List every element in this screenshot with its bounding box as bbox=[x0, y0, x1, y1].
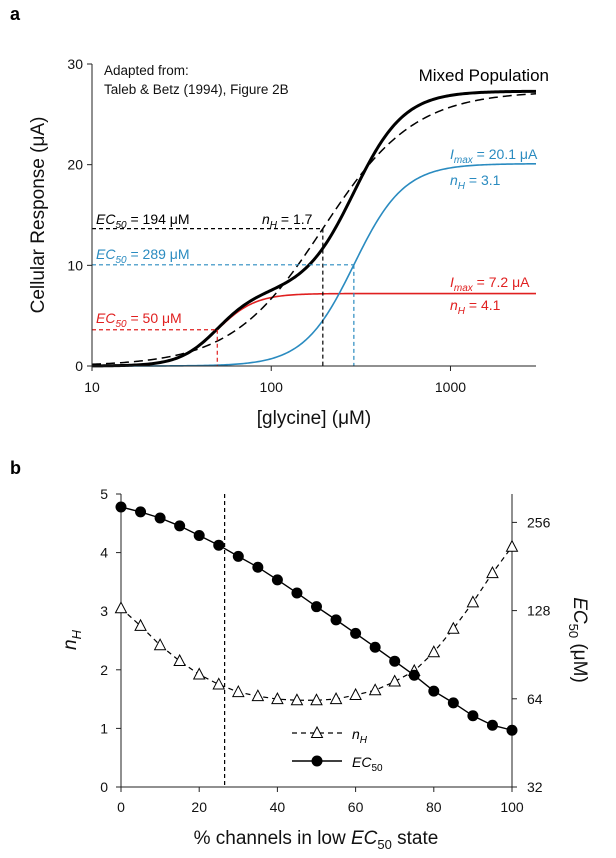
nh-point bbox=[466, 595, 480, 608]
legend-nh-label: nH bbox=[352, 726, 368, 746]
nh-point bbox=[349, 687, 362, 700]
right-y-tick-label: 32 bbox=[527, 779, 543, 795]
ec50-point bbox=[447, 697, 459, 709]
x-tick-label: 20 bbox=[191, 799, 207, 815]
right-y-axis-title: EC50 (μM) bbox=[566, 597, 590, 683]
ec50-point bbox=[232, 550, 244, 562]
right-y-tick-label: 256 bbox=[527, 514, 551, 530]
nh-point bbox=[310, 693, 323, 706]
blue-imax-label: Imax = 20.1 μA bbox=[450, 146, 538, 166]
nh-point bbox=[368, 683, 382, 696]
blue-ec50-label: EC50 = 289 μM bbox=[96, 246, 190, 266]
x-tick-label: 100 bbox=[260, 379, 284, 395]
x-tick-label: 60 bbox=[348, 799, 364, 815]
nh-point bbox=[427, 645, 441, 658]
source-note-line-1: Adapted from: bbox=[104, 63, 189, 78]
red-imax-label: Imax = 7.2 μA bbox=[450, 274, 530, 294]
nh-point bbox=[192, 667, 206, 680]
right-y-tick-label: 64 bbox=[527, 691, 543, 707]
nh-point bbox=[153, 638, 167, 651]
blue-nh-label: nH = 3.1 bbox=[450, 172, 501, 192]
legend-ec50-marker bbox=[311, 755, 323, 767]
panel-a-label: a bbox=[10, 4, 21, 24]
nh-point bbox=[271, 692, 284, 705]
ec50-point bbox=[252, 561, 264, 573]
legend-ec50-label: EC50 bbox=[352, 754, 383, 774]
panel-b-label: b bbox=[10, 458, 21, 478]
nh-point bbox=[505, 539, 519, 552]
x-tick-label: 0 bbox=[117, 799, 125, 815]
ec50-point bbox=[135, 506, 147, 518]
left-y-tick-label: 0 bbox=[100, 779, 108, 795]
nh-point bbox=[251, 689, 265, 702]
right-y-tick-label: 128 bbox=[527, 603, 551, 619]
left-y-tick-label: 1 bbox=[100, 720, 108, 736]
ec50-point bbox=[428, 685, 440, 697]
ec50-point bbox=[467, 710, 479, 722]
ec50-point bbox=[115, 501, 127, 513]
nh-point bbox=[329, 692, 343, 705]
y-axis-title: Cellular Response (μA) bbox=[28, 117, 49, 314]
ec50-point bbox=[311, 601, 322, 613]
ec50-point bbox=[291, 587, 303, 599]
black-dashed-curve bbox=[91, 93, 537, 365]
nh-point bbox=[290, 693, 304, 706]
nh-point bbox=[114, 601, 128, 614]
ec50-point bbox=[330, 614, 342, 626]
y-tick-label: 20 bbox=[67, 157, 83, 173]
nh-point bbox=[388, 674, 402, 687]
black-nh-label: nH = 1.7 bbox=[262, 211, 313, 231]
ec50-point bbox=[369, 641, 381, 653]
nh-point bbox=[212, 677, 226, 690]
x-tick-label: 80 bbox=[426, 799, 442, 815]
legend-nh-marker bbox=[310, 725, 324, 738]
ec50-point bbox=[174, 520, 186, 532]
x-tick-label: 100 bbox=[500, 799, 524, 815]
ec50-point bbox=[350, 627, 362, 639]
x-tick-label: 1000 bbox=[435, 379, 466, 395]
mixed-population-label: Mixed Population bbox=[419, 66, 549, 85]
left-y-axis-title: nH bbox=[60, 629, 84, 650]
red-nh-label: nH = 4.1 bbox=[450, 297, 501, 317]
x-tick-label: 40 bbox=[270, 799, 286, 815]
ec50-point bbox=[389, 655, 401, 667]
nh-point bbox=[231, 684, 245, 698]
ec50-point bbox=[213, 539, 225, 551]
nh-point bbox=[447, 621, 460, 634]
red-ec50-label: EC50 = 50 μM bbox=[96, 310, 182, 330]
y-tick-label: 10 bbox=[67, 257, 83, 273]
ec50-point bbox=[154, 512, 166, 524]
left-y-tick-label: 3 bbox=[100, 603, 108, 619]
x-axis-title: [glycine] (μM) bbox=[257, 408, 371, 429]
nh-point bbox=[173, 653, 186, 667]
ec50-point bbox=[506, 724, 518, 736]
y-tick-label: 30 bbox=[67, 56, 83, 72]
ec50-point bbox=[193, 529, 205, 541]
left-y-tick-label: 2 bbox=[100, 662, 108, 678]
ec50-point bbox=[271, 574, 283, 586]
panel-b: b 0 1 2 3 4 5 32 64 128 256 0 20 40 60 80 100 nH EC50 % … bbox=[10, 458, 590, 852]
ec50-point bbox=[408, 669, 420, 681]
x-tick-label: 10 bbox=[84, 379, 100, 395]
ec50-point bbox=[486, 719, 498, 731]
nh-point bbox=[486, 566, 499, 579]
x-axis-title: % channels in low EC50 state bbox=[194, 828, 439, 852]
source-note-line-2: Taleb & Betz (1994), Figure 2B bbox=[104, 82, 289, 97]
mixed-population-curve bbox=[91, 89, 537, 368]
left-y-tick-label: 4 bbox=[100, 545, 108, 561]
nh-point bbox=[134, 618, 147, 631]
y-tick-label: 0 bbox=[75, 358, 83, 374]
black-ec50-label: EC50 = 194 μM bbox=[96, 211, 190, 231]
left-y-tick-label: 5 bbox=[100, 486, 108, 502]
